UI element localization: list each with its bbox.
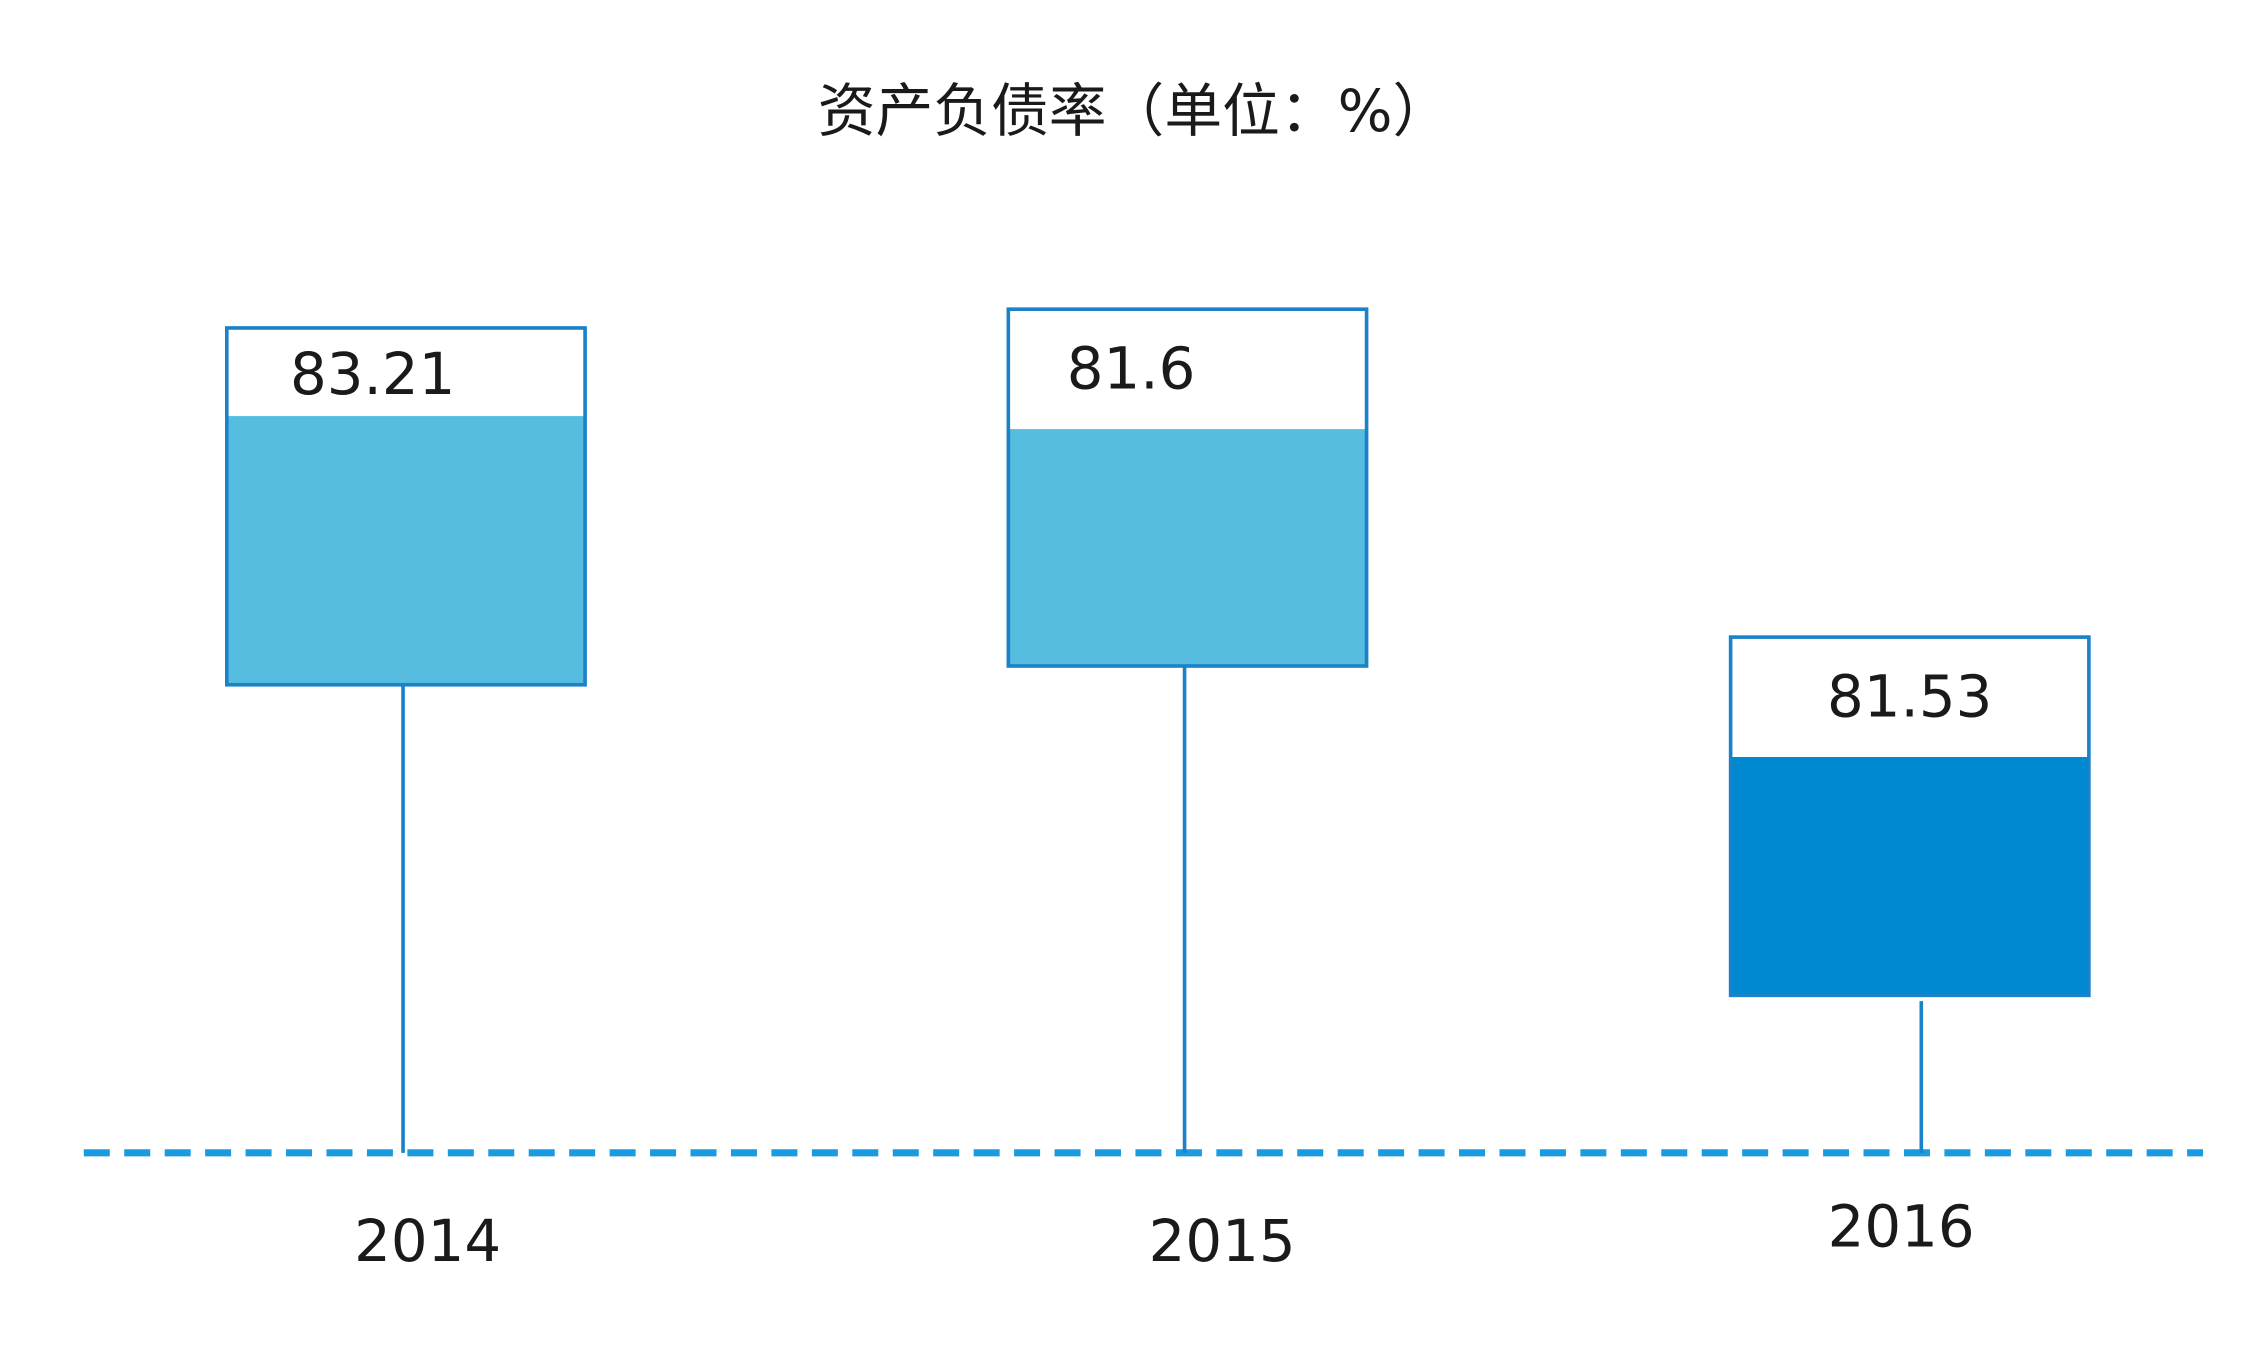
x-tick-label: 2015 [1149, 1207, 1296, 1275]
box-outline [1006, 307, 1369, 668]
bar [226, 416, 586, 685]
x-tick-label: 2016 [1828, 1192, 1975, 1260]
value-label: 81.53 [1827, 662, 1992, 730]
bar [1008, 429, 1367, 666]
box-outline [1728, 635, 2091, 998]
chart-title: 资产负债率（单位：%） [818, 77, 1451, 145]
value-label: 81.6 [1067, 334, 1196, 402]
x-tick-label: 2014 [354, 1207, 501, 1275]
bar [1730, 757, 2089, 996]
box-outline [224, 326, 587, 687]
value-label: 83.21 [290, 340, 455, 408]
